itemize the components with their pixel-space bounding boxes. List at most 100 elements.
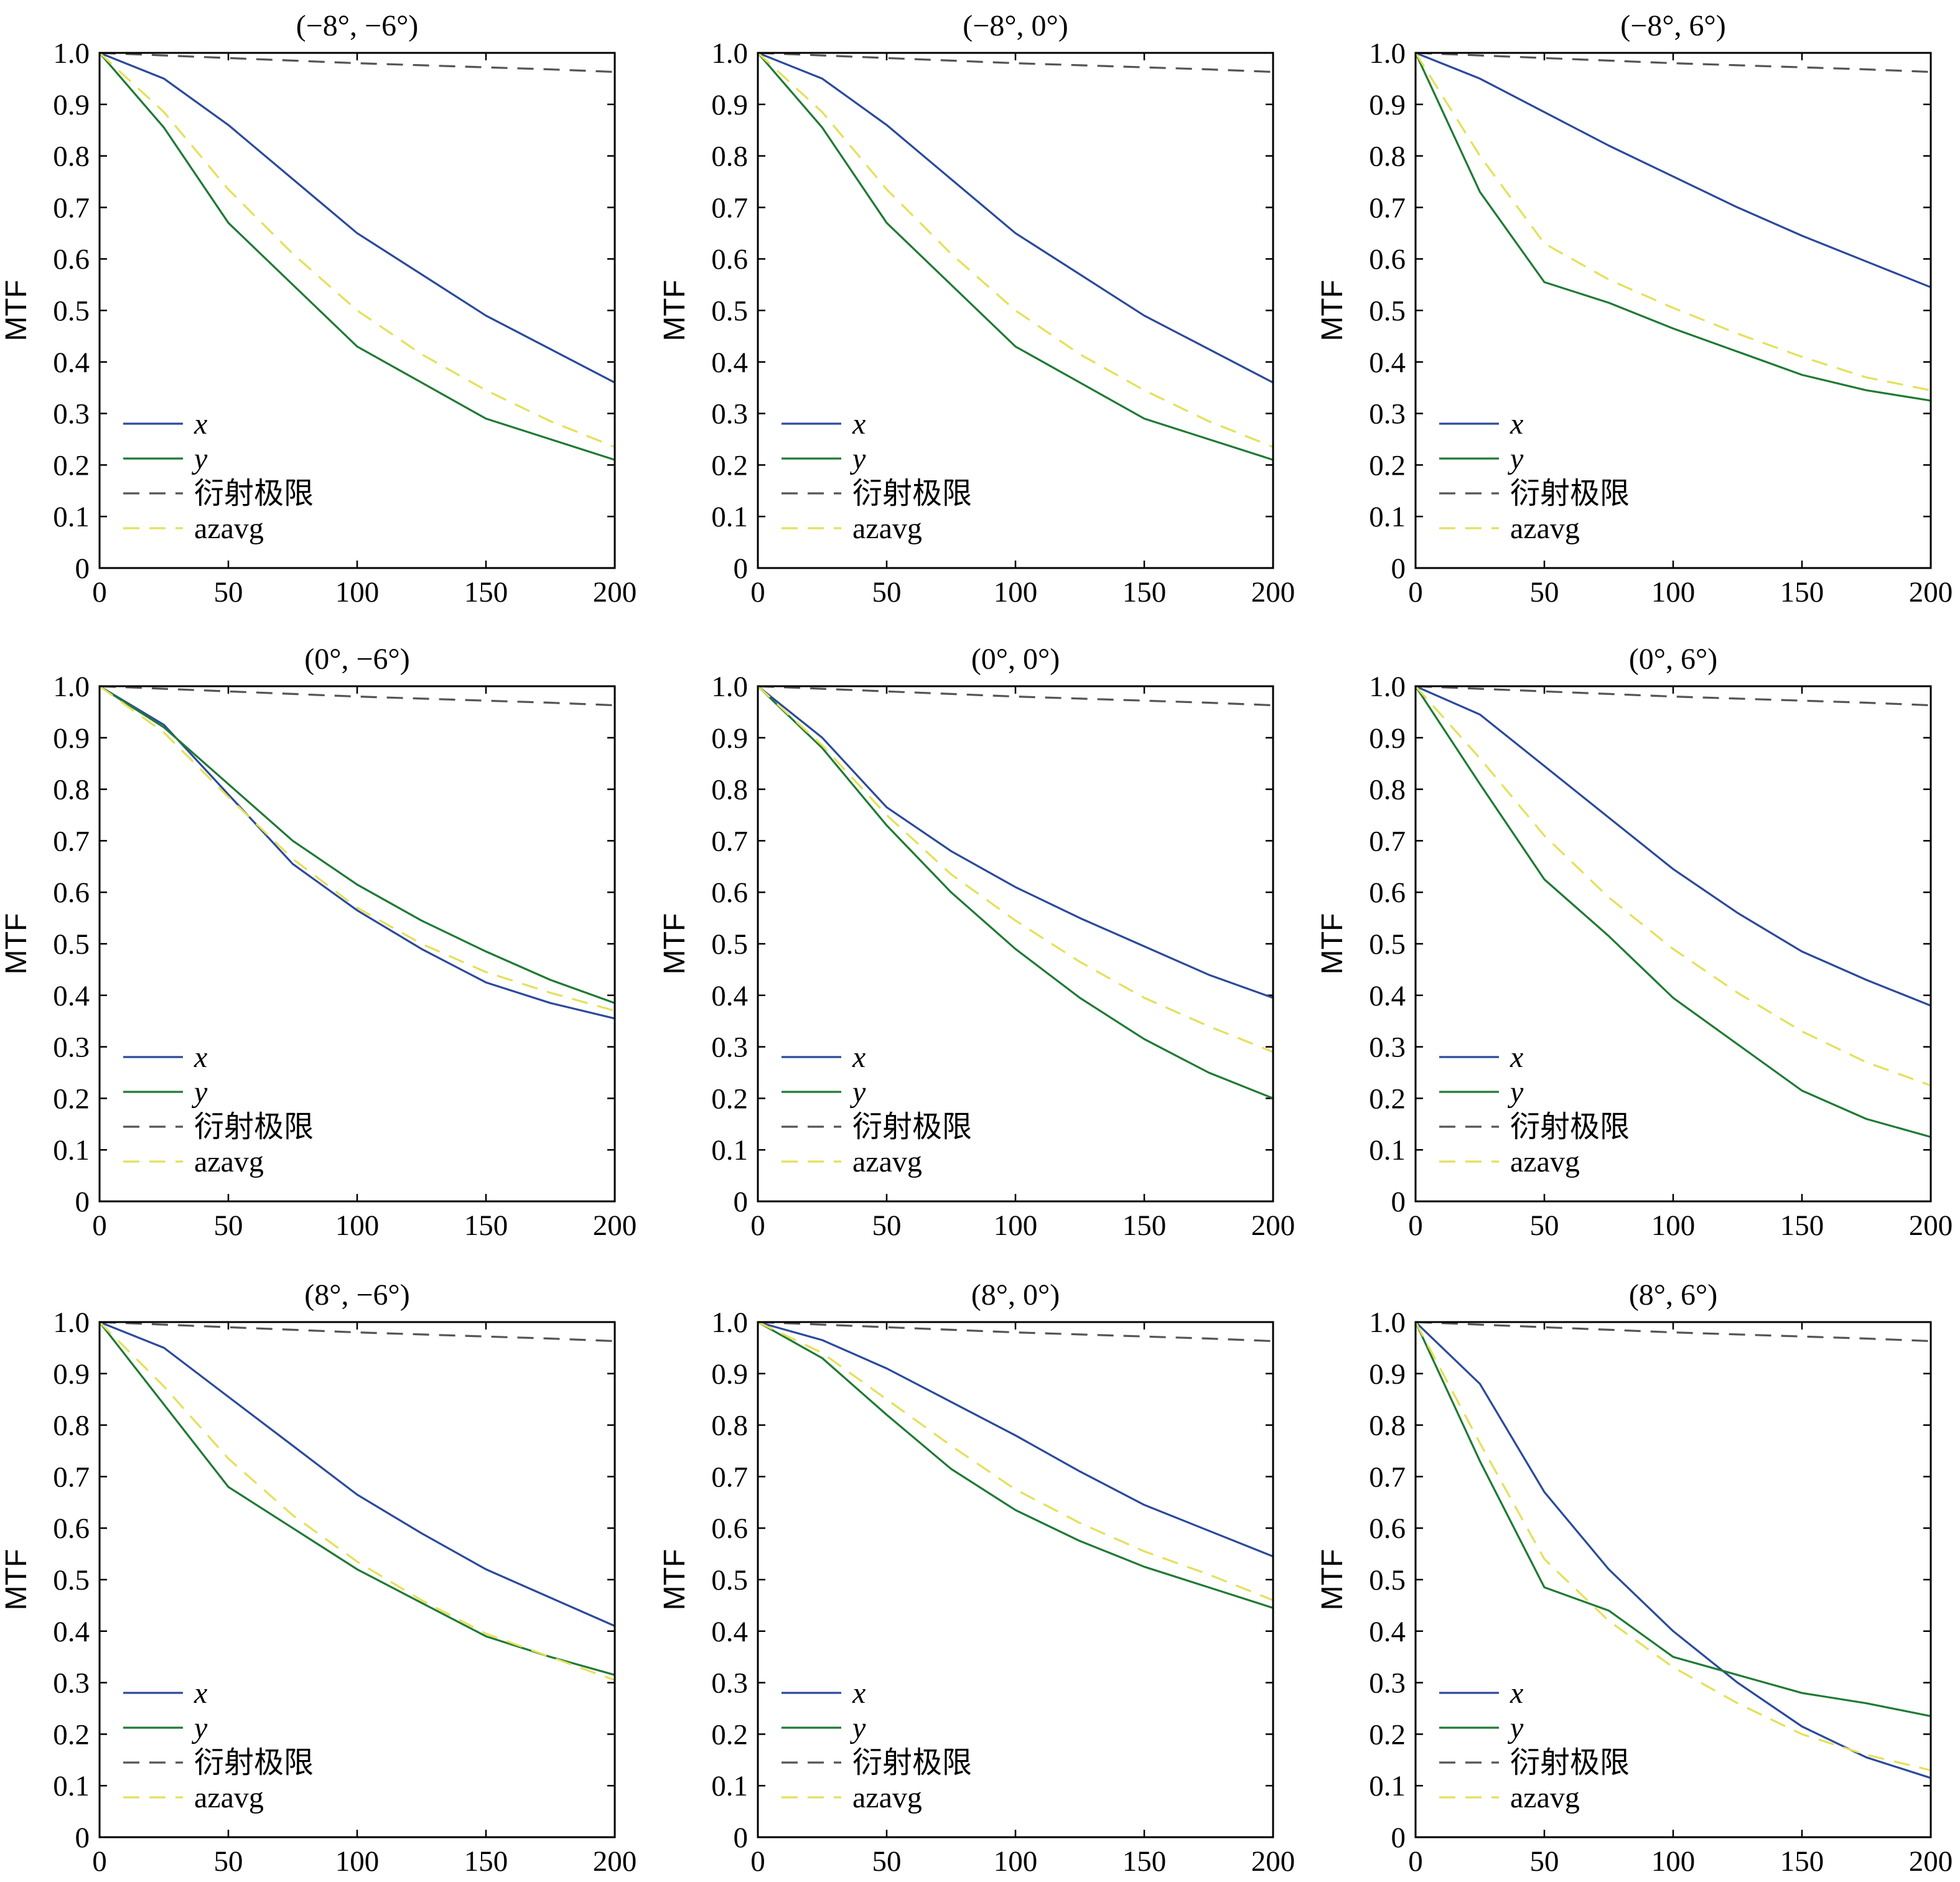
y-tick-label: 0.8 [1369, 1410, 1406, 1442]
y-tick-label: 0.4 [53, 980, 90, 1012]
legend-label-3: 衍射极限 [852, 1111, 972, 1144]
y-tick-label: 0.5 [1369, 295, 1406, 327]
series-line-2 [98, 1321, 615, 1676]
y-tick-label: 0.6 [1369, 877, 1406, 909]
y-tick-label: 0.4 [711, 1616, 748, 1648]
y-tick-label: 1.0 [53, 671, 90, 703]
x-tick-label: 150 [464, 576, 508, 608]
legend-label-3: 衍射极限 [194, 1111, 314, 1144]
series-line-3 [99, 52, 615, 73]
y-tick-label: 0.7 [1369, 192, 1406, 224]
y-tick-label: 0.3 [1369, 398, 1406, 431]
plot-frame [757, 685, 1274, 1203]
legend-label-2: y [849, 1712, 866, 1745]
y-tick-label: 0.6 [1369, 1512, 1406, 1545]
x-tick-label: 100 [335, 1845, 380, 1878]
y-tick-label: 0.5 [711, 1564, 748, 1596]
y-tick-label: 0.8 [1369, 141, 1406, 173]
series-line-1 [99, 52, 615, 384]
legend-label-2: y [1507, 442, 1524, 475]
series-line-4 [757, 1321, 1274, 1601]
x-tick-label: 0 [750, 1209, 765, 1242]
plot-frame [98, 685, 616, 1203]
x-tick-label: 50 [214, 1845, 243, 1878]
y-tick-label: 0.6 [53, 243, 90, 276]
chart-title: (8°, 6°) [1629, 1279, 1717, 1311]
y-tick-label: 0.4 [1369, 1616, 1406, 1648]
x-tick-label: 200 [593, 1209, 637, 1242]
chart-title: (0°, 0°) [971, 643, 1060, 676]
plot-frame [1414, 52, 1932, 569]
legend-label-4: azavg [1510, 1781, 1580, 1814]
y-axis-label: MTF [658, 913, 691, 975]
x-tick-label: 100 [1651, 576, 1696, 608]
x-tick-label: 150 [464, 1209, 508, 1242]
x-tick-label: 0 [92, 1845, 107, 1878]
x-tick-label: 100 [1651, 1845, 1696, 1878]
x-tick-label: 50 [1530, 1845, 1559, 1878]
y-tick-label: 0.6 [1369, 243, 1406, 276]
legend-label-3: 衍射极限 [852, 1746, 972, 1779]
series-line-1 [757, 52, 1274, 384]
legend-label-2: y [849, 1076, 866, 1109]
series-line-3 [99, 1321, 615, 1343]
x-tick-label: 150 [1780, 1845, 1824, 1878]
y-tick-label: 0.6 [53, 877, 90, 909]
x-tick-label: 100 [335, 576, 380, 608]
series-line-4 [99, 685, 615, 1012]
y-tick-label: 0.7 [53, 192, 90, 224]
legend-label-3: 衍射极限 [1510, 1111, 1630, 1144]
legend-label-2: y [191, 442, 208, 475]
x-tick-label: 100 [994, 576, 1038, 608]
y-tick-label: 0.8 [53, 1410, 90, 1442]
y-tick-label: 0.6 [711, 1512, 748, 1545]
chart-title: (−8°, 0°) [963, 9, 1068, 42]
y-tick-label: 0 [75, 552, 90, 585]
y-tick-label: 0.1 [1369, 501, 1406, 533]
series-line-1 [99, 685, 615, 1020]
y-tick-label: 1.0 [1369, 37, 1406, 70]
series-line-4 [98, 52, 615, 448]
legend-label-1: x [852, 408, 866, 440]
series-line-3 [1415, 1321, 1931, 1343]
x-tick-label: 50 [872, 1845, 902, 1878]
y-tick-label: 0.2 [53, 1083, 90, 1115]
series-line-1 [1415, 685, 1931, 1007]
y-tick-label: 0.9 [1369, 722, 1406, 755]
series-line-3 [757, 685, 1274, 707]
legend-label-1: x [194, 408, 207, 440]
y-tick-label: 0.3 [711, 1032, 748, 1064]
legend-label-2: y [1507, 1712, 1524, 1745]
y-tick-label: 0.7 [53, 825, 90, 857]
y-tick-label: 0.9 [1369, 1358, 1406, 1391]
y-tick-label: 1.0 [711, 671, 748, 703]
y-tick-label: 0.4 [53, 1616, 90, 1648]
y-tick-label: 0.2 [53, 449, 90, 482]
legend-label-4: azavg [852, 1145, 922, 1178]
y-tick-label: 0.7 [711, 1461, 748, 1493]
y-tick-label: 0.5 [1369, 1564, 1406, 1596]
legend-label-1: x [1510, 408, 1523, 440]
series-line-3 [757, 52, 1274, 73]
x-tick-label: 100 [994, 1845, 1038, 1878]
series-line-3 [757, 1321, 1274, 1343]
x-tick-label: 50 [1530, 1209, 1559, 1242]
series-line-3 [1415, 52, 1931, 73]
y-tick-label: 0.9 [53, 722, 90, 755]
plot-frame [757, 1321, 1274, 1838]
y-axis-label: MTF [1316, 1549, 1349, 1611]
x-tick-label: 50 [214, 576, 243, 608]
x-tick-label: 200 [1251, 576, 1295, 608]
plot-frame [1414, 1321, 1932, 1838]
y-tick-label: 1.0 [53, 1307, 90, 1339]
y-tick-label: 0.4 [711, 980, 748, 1012]
y-tick-label: 0 [1391, 1822, 1406, 1854]
y-tick-label: 0.1 [53, 1134, 90, 1167]
plot-frame [98, 1321, 616, 1838]
x-tick-label: 0 [1408, 1209, 1423, 1242]
legend-label-3: 衍射极限 [852, 477, 972, 510]
y-tick-label: 0.8 [711, 1410, 748, 1442]
y-axis-label: MTF [0, 1549, 33, 1611]
y-tick-label: 0.9 [711, 1358, 748, 1391]
